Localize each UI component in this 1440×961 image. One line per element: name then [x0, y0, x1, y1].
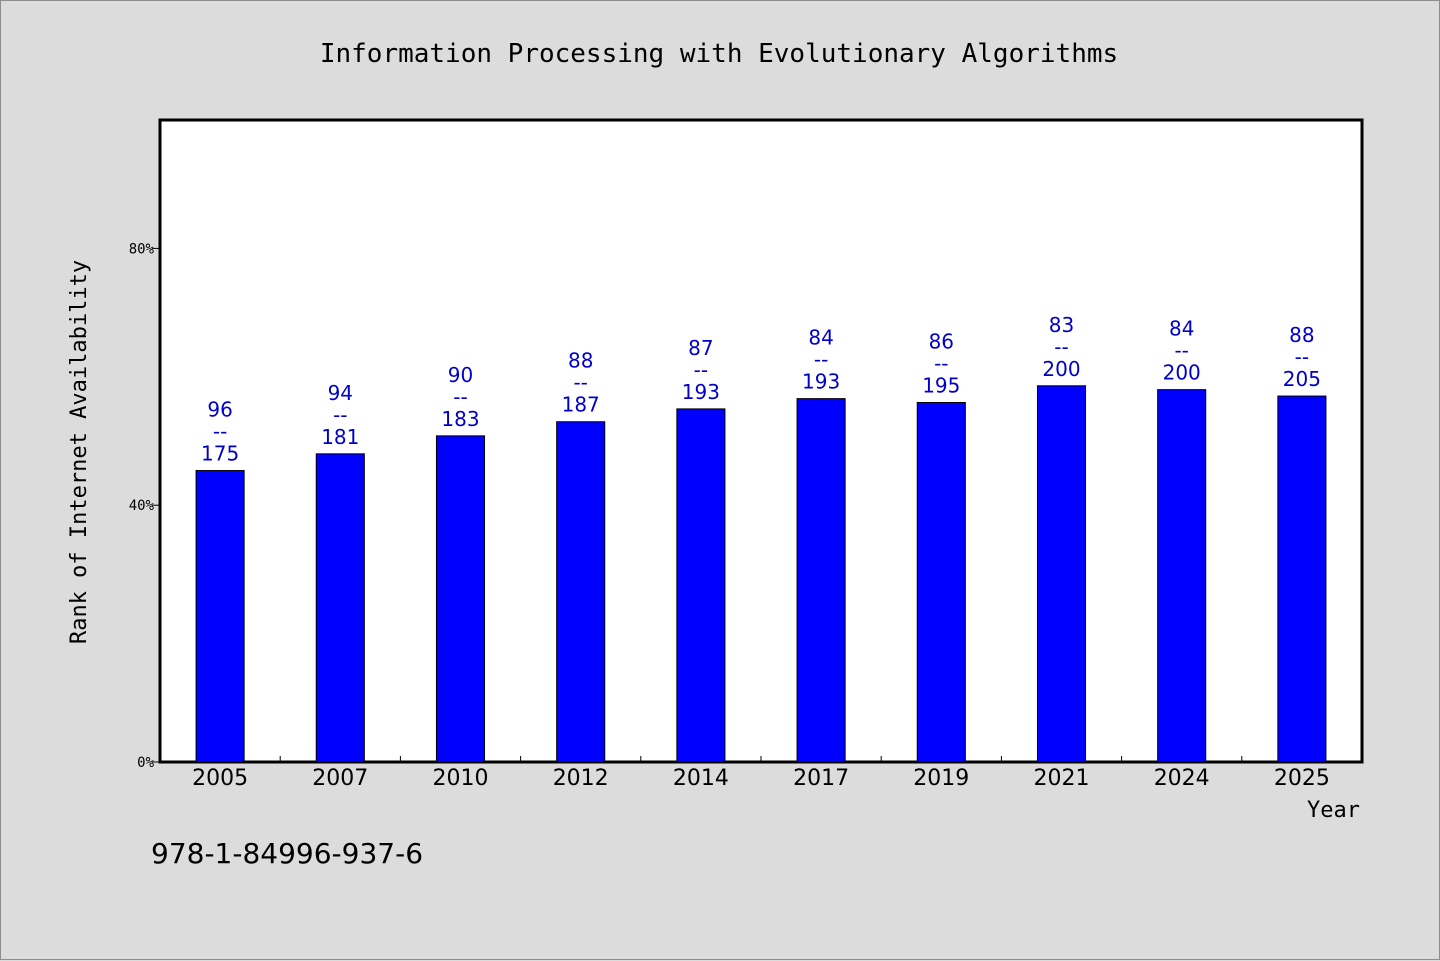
x-axis-title: Year [1307, 798, 1360, 823]
chart-title: Information Processing with Evolutionary… [320, 39, 1118, 69]
x-tick-label-2014: 2014 [673, 766, 729, 791]
bar-2017 [796, 398, 846, 763]
bar-2005 [195, 470, 245, 763]
data-label-2010-line-2: -- [453, 385, 467, 409]
data-label-2010-line-3: 183 [441, 407, 479, 431]
x-tick-label-2025: 2025 [1274, 766, 1330, 791]
bar-2010 [435, 435, 486, 763]
y-axis-title: Rank of Internet Availability [67, 260, 92, 644]
data-label-2017-line-1: 84 [808, 326, 833, 350]
data-labels-layer: 96--17594--18190--18388--18787--19384--1… [201, 313, 1321, 466]
data-label-2019-line-3: 195 [922, 373, 960, 397]
x-tick-label-2007: 2007 [312, 766, 368, 791]
data-label-2014-line-3: 193 [682, 380, 720, 404]
bar-2019 [916, 401, 966, 763]
data-label-2014-line-2: -- [694, 358, 708, 382]
data-label-2014-line-1: 87 [688, 336, 713, 360]
x-tick-label-2017: 2017 [793, 766, 849, 791]
data-label-2025-line-2: -- [1295, 345, 1309, 369]
data-label-2012-line-2: -- [573, 371, 587, 395]
data-label-2021-line-1: 83 [1049, 313, 1074, 337]
data-label-2019-line-2: -- [934, 351, 948, 375]
isbn-footer: 978-1-84996-937-6 [151, 837, 423, 870]
bar-2012 [556, 421, 606, 763]
y-tick-label-40: 40% [129, 498, 155, 514]
data-label-2021-line-2: -- [1054, 335, 1068, 359]
x-tick-label-2021: 2021 [1034, 766, 1090, 791]
bar-2025 [1277, 395, 1327, 763]
data-label-2007-line-1: 94 [328, 381, 353, 405]
x-tick-label-2005: 2005 [192, 766, 248, 791]
bars-layer [195, 385, 1327, 763]
bar-2014 [676, 408, 726, 763]
data-label-2012-line-1: 88 [568, 349, 593, 373]
x-tick-label-2019: 2019 [913, 766, 969, 791]
bar-2024 [1157, 389, 1207, 763]
x-tick-label-2012: 2012 [553, 766, 609, 791]
data-label-2024-line-2: -- [1174, 339, 1188, 363]
x-tick-label-2024: 2024 [1154, 766, 1210, 791]
data-label-2010-line-1: 90 [448, 363, 473, 387]
x-tick-label-2010: 2010 [433, 766, 489, 791]
data-label-2019-line-1: 86 [929, 329, 954, 353]
bar-2007 [315, 453, 365, 763]
data-label-2021-line-3: 200 [1042, 357, 1080, 381]
data-label-2007-line-2: -- [333, 403, 347, 427]
data-label-2024-line-3: 200 [1163, 361, 1201, 385]
y-tick-label-0: 0% [137, 755, 154, 771]
y-tick-label-80: 80% [129, 241, 155, 257]
x-axis: 2005 2007 2010 2012 2014 2017 2019 2021 2024 2025 [192, 756, 1330, 791]
data-label-2005-line-2: -- [213, 420, 227, 444]
data-label-2025-line-3: 205 [1283, 367, 1321, 391]
data-label-2005-line-3: 175 [201, 442, 239, 466]
data-label-2025-line-1: 88 [1289, 323, 1314, 347]
data-label-2024-line-1: 84 [1169, 317, 1194, 341]
data-label-2017-line-3: 193 [802, 370, 840, 394]
data-label-2012-line-3: 187 [562, 393, 600, 417]
data-label-2017-line-2: -- [814, 348, 828, 372]
data-label-2007-line-3: 181 [321, 425, 359, 449]
bar-2021 [1036, 385, 1087, 763]
y-axis: 0% 40% 80% [129, 241, 160, 771]
data-label-2005-line-1: 96 [207, 398, 232, 422]
